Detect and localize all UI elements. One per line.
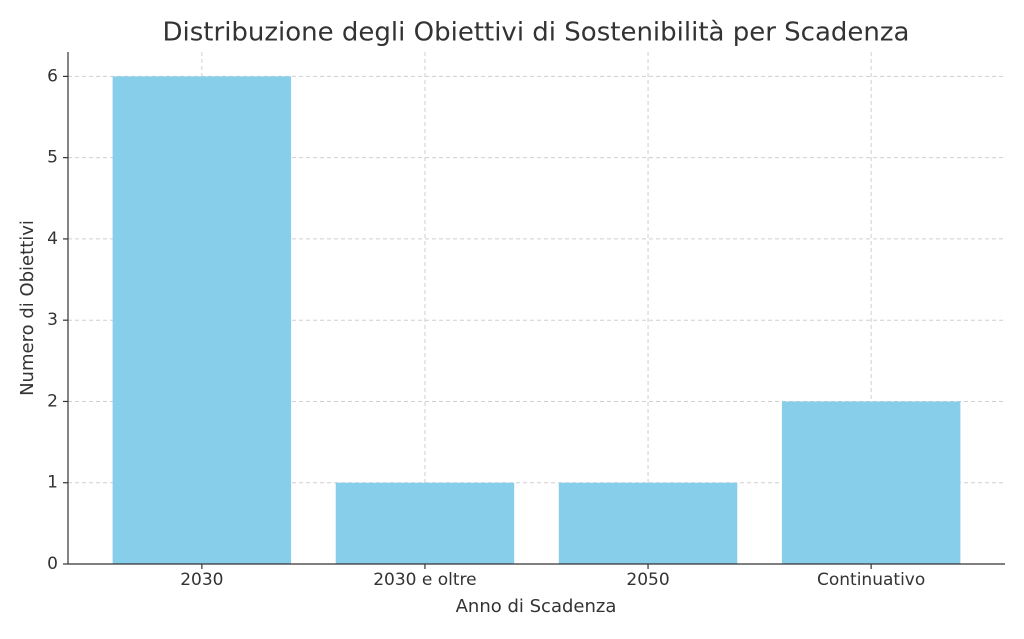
y-tick-label: 0 <box>47 554 58 574</box>
y-tick-label: 4 <box>47 229 58 249</box>
y-tick-label: 6 <box>47 66 58 86</box>
bar <box>558 482 738 564</box>
x-tick-label: 2030 e oltre <box>373 570 476 590</box>
chart-title: Distribuzione degli Obiettivi di Sosteni… <box>163 18 910 48</box>
x-axis-label: Anno di Scadenza <box>456 596 617 617</box>
y-tick-label: 1 <box>47 473 58 493</box>
bar <box>335 482 515 564</box>
y-tick-label: 5 <box>47 148 58 168</box>
y-tick-label: 2 <box>47 391 58 411</box>
y-axis-label: Numero di Obiettivi <box>17 220 38 396</box>
x-tick-label: 2050 <box>626 570 669 590</box>
bar <box>781 401 961 564</box>
x-tick-label: 2030 <box>180 570 223 590</box>
x-tick-label: Continuativo <box>817 570 925 590</box>
y-tick-label: 3 <box>47 310 58 330</box>
bar <box>112 76 292 564</box>
